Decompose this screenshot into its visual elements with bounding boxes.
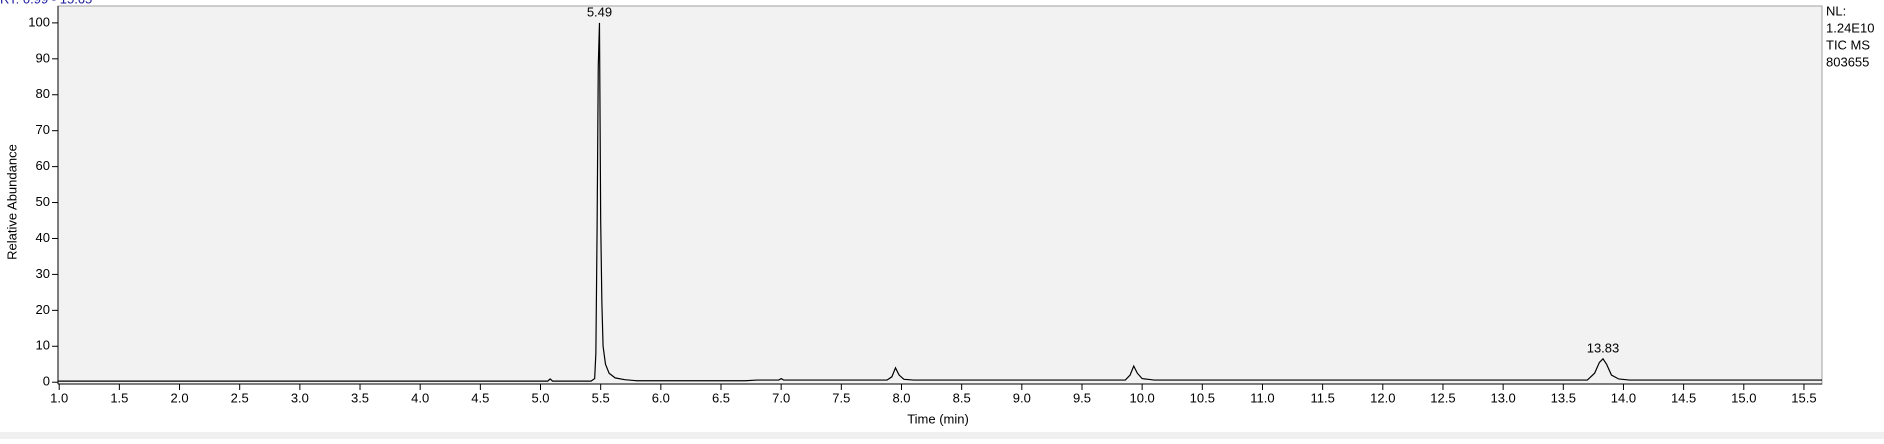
x-tick-label: 7.5 <box>832 390 850 405</box>
peak-label: 13.83 <box>1587 340 1620 355</box>
y-tick-label: 60 <box>36 158 50 173</box>
x-tick-label: 12.0 <box>1370 390 1395 405</box>
x-tick-label: 14.5 <box>1671 390 1696 405</box>
y-tick-label: 0 <box>43 374 50 389</box>
range-label: RT: 0.99 - 15.65 <box>0 0 92 6</box>
x-tick-label: 3.0 <box>291 390 309 405</box>
y-tick-label: 100 <box>28 14 50 29</box>
x-tick-label: 2.0 <box>170 390 188 405</box>
x-tick-label: 10.0 <box>1129 390 1154 405</box>
y-tick-label: 90 <box>36 50 50 65</box>
y-tick-label: 20 <box>36 302 50 317</box>
x-tick-label: 6.0 <box>652 390 670 405</box>
x-tick-label: 6.5 <box>712 390 730 405</box>
info-label: 1.24E10 <box>1826 20 1874 35</box>
x-tick-label: 14.0 <box>1611 390 1636 405</box>
x-tick-label: 4.5 <box>471 390 489 405</box>
x-tick-label: 2.5 <box>231 390 249 405</box>
x-tick-label: 10.5 <box>1190 390 1215 405</box>
x-tick-label: 3.5 <box>351 390 369 405</box>
y-axis-title: Relative Abundance <box>4 144 19 260</box>
x-tick-label: 12.5 <box>1430 390 1455 405</box>
peak-label: 5.49 <box>587 4 612 19</box>
x-tick-label: 5.5 <box>592 390 610 405</box>
x-tick-label: 9.5 <box>1073 390 1091 405</box>
x-tick-label: 13.5 <box>1551 390 1576 405</box>
x-tick-label: 9.0 <box>1013 390 1031 405</box>
x-tick-label: 11.0 <box>1250 390 1274 405</box>
x-tick-label: 15.0 <box>1731 390 1756 405</box>
info-label: 803655 <box>1826 54 1869 69</box>
x-tick-label: 4.0 <box>411 390 429 405</box>
x-tick-label: 1.0 <box>50 390 68 405</box>
info-label: TIC MS <box>1826 37 1870 52</box>
x-tick-label: 5.0 <box>531 390 549 405</box>
y-tick-label: 80 <box>36 86 50 101</box>
x-tick-label: 13.0 <box>1490 390 1515 405</box>
x-tick-label: 8.0 <box>892 390 910 405</box>
y-tick-label: 40 <box>36 230 50 245</box>
x-axis-title: Time (min) <box>907 411 969 426</box>
y-tick-label: 70 <box>36 122 50 137</box>
x-tick-label: 15.5 <box>1791 390 1816 405</box>
trace <box>58 22 1822 382</box>
x-tick-label: 1.5 <box>110 390 128 405</box>
x-tick-label: 11.5 <box>1310 390 1334 405</box>
x-tick-label: 7.0 <box>772 390 790 405</box>
info-label: NL: <box>1826 3 1846 18</box>
y-tick-label: 10 <box>36 338 50 353</box>
plot-area <box>57 5 1823 385</box>
x-tick-label: 8.5 <box>953 390 971 405</box>
y-tick-label: 50 <box>36 194 50 209</box>
y-tick-label: 30 <box>36 266 50 281</box>
status-strip <box>0 432 1884 439</box>
